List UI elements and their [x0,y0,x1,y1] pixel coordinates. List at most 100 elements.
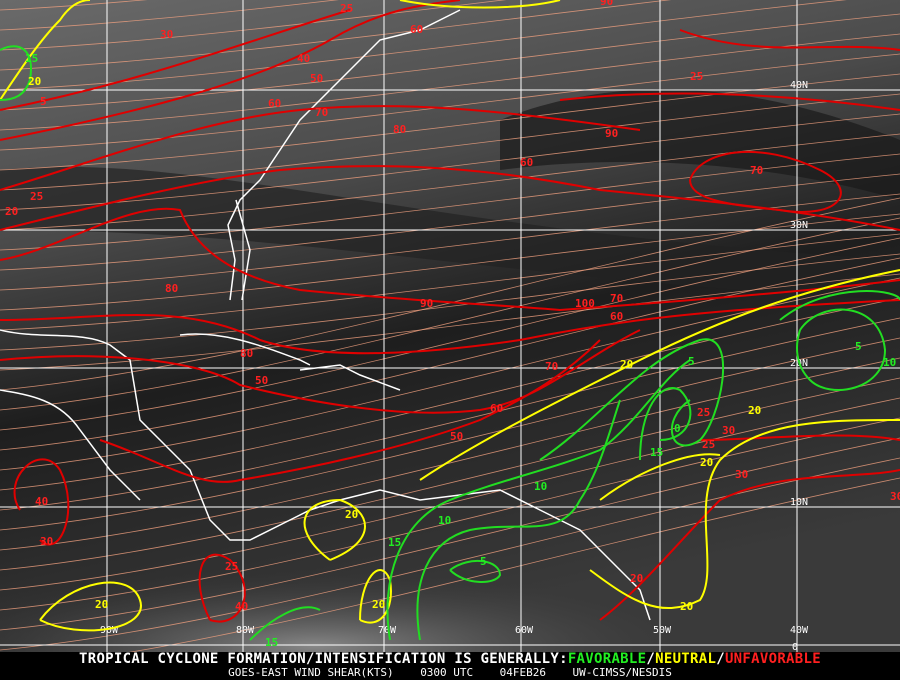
contour-label-unfavorable: 25 [30,190,43,203]
product-source: UW-CIMSS/NESDIS [572,666,672,679]
contour-label-neutral: 20 [28,75,41,88]
contour-label-unfavorable: 90 [600,0,613,8]
streamline [0,133,900,231]
legend-footer: TROPICAL CYCLONE FORMATION/INTENSIFICATI… [0,652,900,680]
contour-label-unfavorable: 30 [722,424,735,437]
dry-band [500,89,900,200]
contour-label-favorable: 15 [25,52,38,65]
contour-label-favorable: 10 [438,514,451,527]
contour-label-unfavorable: 70 [610,292,623,305]
streamline [0,53,900,151]
streamline [111,477,900,655]
contour-label-neutral: 20 [700,456,713,469]
streamline [0,173,900,271]
contour-label-unfavorable: 30 [160,28,173,41]
contour-label-neutral: 20 [345,508,358,521]
streamline [0,0,340,31]
streamline [0,93,900,191]
lon-label: 60W [515,625,534,636]
coastlines [0,9,651,621]
legend-headline: TROPICAL CYCLONE FORMATION/INTENSIFICATI… [79,651,568,667]
contour-label-unfavorable: 80 [165,282,178,295]
contour-label-unfavorable: 50 [255,374,268,387]
lon-label: 80W [236,625,255,636]
product-date: 04FEB26 [499,666,547,679]
contour-label-unfavorable: 50 [310,72,323,85]
contour-label-favorable: 15 [388,536,401,549]
contour-label-unfavorable: 40 [235,600,248,613]
contour-label-unfavorable: 40 [35,495,48,508]
contour-label-neutral: 20 [620,358,633,371]
streamline [0,277,900,471]
contour-label-unfavorable: 80 [393,123,406,136]
product-time: 0300 UTC [420,666,474,679]
shear-contours [0,0,900,641]
contour-label-unfavorable: 60 [490,402,503,415]
streamline [0,257,900,451]
streamline [0,197,900,391]
product-name: GOES-EAST WIND SHEAR(KTS) [228,666,394,679]
legend-separator: / [716,651,725,667]
streamline [0,33,900,131]
streamline [0,0,672,71]
streamline [0,377,900,571]
contour-label-unfavorable: 60 [610,310,623,323]
lon-label: 50W [653,625,672,636]
favorability-legend: TROPICAL CYCLONE FORMATION/INTENSIFICATI… [0,652,900,667]
streamline [0,397,900,591]
contour-label-favorable: 5 [480,555,487,568]
streamline [0,437,900,631]
cloud-area [0,480,900,655]
contour-label-neutral: 20 [748,404,761,417]
contour-label-unfavorable: 80 [240,347,253,360]
streamline [0,153,900,251]
legend-separator: / [646,651,656,667]
streamline [0,13,900,111]
streamline [0,457,900,651]
contour-label-unfavorable: 60 [520,156,533,169]
lat-label: 10N [790,497,808,508]
contour-label-unfavorable: 30 [40,535,53,548]
lon-label: 70W [378,625,397,636]
streamline [0,193,900,291]
lat-label: 40N [790,80,808,91]
contour-label-unfavorable: 20 [630,572,643,585]
contour-label-unfavorable: 30 [735,468,748,481]
lat-lon-grid [0,0,900,655]
contour-label-unfavorable: 20 [5,205,18,218]
contour-label-favorable: 15 [650,446,663,459]
contour-label-unfavorable: 70 [545,360,558,373]
contour-label-favorable: 10 [534,480,547,493]
contour-label-unfavorable: 25 [690,70,703,83]
streamline [0,317,900,511]
streamline [0,417,900,611]
contour-label-favorable: 0 [674,422,681,435]
contour-label-unfavorable: 50 [450,430,463,443]
contour-label-unfavorable: 25 [702,438,715,451]
contour-label-unfavorable: 25 [697,406,710,419]
contour-label-unfavorable: 40 [297,52,310,65]
lon-label: 90W [100,625,119,636]
streamline [0,0,507,51]
streamline [0,0,148,11]
contour-label-unfavorable: 60 [268,97,281,110]
unfavorable-contours [0,0,900,623]
satellite-map: 90W 80W 70W 60W 50W 40W 40N 30N 20N 10N … [0,0,900,655]
lat-label: 0 [792,642,798,653]
legend-neutral: NEUTRAL [655,651,717,667]
contour-label-neutral: 20 [95,598,108,611]
legend-favorable: FAVORABLE [567,651,647,667]
neutral-contours [0,0,900,632]
contour-label-unfavorable: 70 [315,106,328,119]
streamline [0,357,900,551]
contour-label-unfavorable: 25 [340,2,353,15]
streamline [0,0,847,91]
contour-label-unfavorable: 25 [225,560,238,573]
streamline [0,337,900,531]
contour-label-neutral: 20 [680,600,693,613]
contour-label-unfavorable: 100 [575,297,595,310]
legend-unfavorable: UNFAVORABLE [724,651,821,667]
favorable-contours [0,45,900,641]
